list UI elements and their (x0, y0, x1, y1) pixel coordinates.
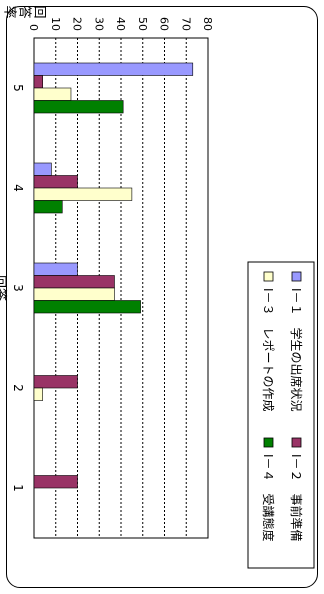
legend-swatch (291, 271, 302, 282)
bar (33, 287, 115, 301)
legend-swatch (263, 271, 274, 282)
bar (33, 87, 72, 101)
bar (33, 275, 115, 289)
bar (33, 100, 124, 114)
bar (33, 75, 44, 89)
y-tick-label: 20 (71, 17, 84, 31)
y-tick-label: 0 (27, 24, 40, 31)
bar (33, 387, 44, 401)
bar (33, 375, 78, 389)
y-axis: 回答率（％） 0 10 20 30 40 50 60 70 80 (0, 3, 214, 32)
bar (33, 200, 63, 214)
x-tick-label: 2 (11, 384, 25, 392)
bar (33, 175, 78, 189)
bar (33, 300, 141, 314)
y-tick-label: 60 (158, 17, 171, 31)
x-tick-label: 1 (11, 484, 25, 492)
y-tick-label: 80 (201, 17, 214, 31)
bar (33, 162, 52, 176)
x-tick-label: 5 (11, 84, 25, 92)
y-axis-label: 回答率（％） (0, 3, 47, 19)
bar (33, 187, 133, 201)
y-tick-label: 40 (114, 17, 127, 31)
y-tick-label: 10 (49, 17, 62, 31)
x-tick-label: 4 (11, 184, 25, 192)
x-axis-label: 回答 (0, 275, 8, 301)
y-tick-label: 70 (179, 17, 192, 31)
legend-label: Ⅰ－２ 事前準備 (289, 454, 304, 542)
x-axis: 回答 1 2 3 4 5 (0, 84, 25, 492)
legend-label: Ⅰ－４ 受講態度 (261, 454, 276, 542)
y-tick-label: 30 (92, 17, 105, 31)
bar (33, 262, 78, 276)
bar (33, 62, 194, 76)
legend-label: Ⅰ－３ レポートの作成 (261, 288, 275, 412)
plot-area (33, 37, 209, 539)
legend-swatch (291, 437, 302, 448)
x-tick-label: 3 (11, 284, 25, 292)
legend-label: Ⅰ－１ 学生の出席状況 (289, 288, 304, 412)
bar (33, 475, 78, 489)
legend: Ⅰ－１ 学生の出席状況 Ⅰ－２ 事前準備 Ⅰ－３ レポートの作成 Ⅰ－４ 受講態度 (247, 261, 315, 569)
legend-box (247, 261, 315, 569)
legend-swatch (263, 437, 274, 448)
y-tick-label: 50 (136, 17, 149, 31)
